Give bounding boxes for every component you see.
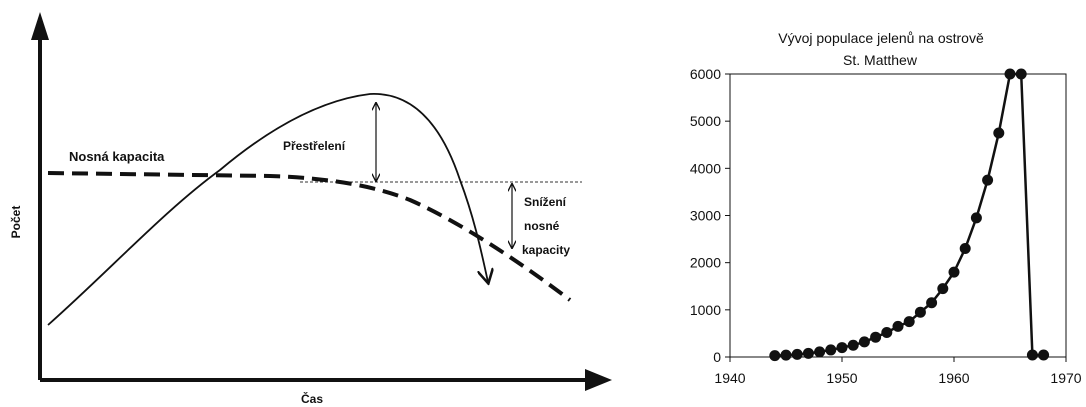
population-series-line [774,72,1044,357]
data-point [948,266,960,278]
data-point [892,320,904,332]
data-point [780,349,792,361]
data-point [1015,68,1027,80]
data-point [903,316,915,328]
overshoot-label: Přestřelení [283,139,346,153]
data-point [1038,349,1050,361]
data-point [914,306,926,318]
data-point [825,344,837,356]
left-y-axis-arrowhead [31,12,49,40]
capacity-reduction-label-line-2: nosné [524,219,560,233]
data-point [926,297,938,309]
y-tick-label: 4000 [690,160,721,176]
right-chart-title-line-2: St. Matthew [843,52,918,68]
x-tick-label: 1950 [826,370,857,386]
y-tick-label: 2000 [690,255,721,271]
population-curve [47,93,488,326]
left-x-axis-label: Čas [301,391,323,406]
data-point [802,347,814,359]
data-point [814,346,826,358]
data-point [1004,68,1016,80]
data-point [1026,349,1038,361]
carrying-capacity-label: Nosná kapacita [69,149,165,164]
x-tick-label: 1960 [938,370,969,386]
x-tick-label: 1970 [1050,370,1081,386]
data-point [937,283,949,295]
capacity-reduction-label-line-3: kapacity [522,243,570,257]
y-tick-label: 1000 [690,302,721,318]
right-series [769,68,1050,362]
right-plot-frame [729,73,1067,358]
data-point [769,350,781,362]
data-point [847,339,859,351]
data-point [959,243,971,255]
left-y-axis-label: Počet [9,206,23,239]
right-axes: 0 1000 2000 3000 4000 5000 6000 1940 1950 1960 197… [690,66,1082,386]
y-tick-label: 5000 [690,113,721,129]
deer-population-chart: Vývoj populace jelenů na ostrově St. Mat… [690,30,1082,386]
y-tick-label: 3000 [690,208,721,224]
y-tick-label: 6000 [690,66,721,82]
data-point [993,127,1005,139]
data-point [982,174,994,186]
data-point [836,342,848,354]
y-tick-label: 0 [713,349,721,365]
data-point [970,212,982,224]
x-tick-label: 1940 [714,370,745,386]
capacity-reduction-label-line-1: Snížení [524,195,567,209]
data-point [870,331,882,343]
data-point [791,348,803,360]
data-point [858,336,870,348]
carrying-capacity-curve [47,171,572,302]
right-chart-title-line-1: Vývoj populace jelenů na ostrově [778,30,984,46]
data-point [881,326,893,338]
carrying-capacity-diagram: Čas Počet Nosná kapacita Přestřelení Sní… [9,12,612,406]
left-x-axis-arrowhead [585,369,612,391]
